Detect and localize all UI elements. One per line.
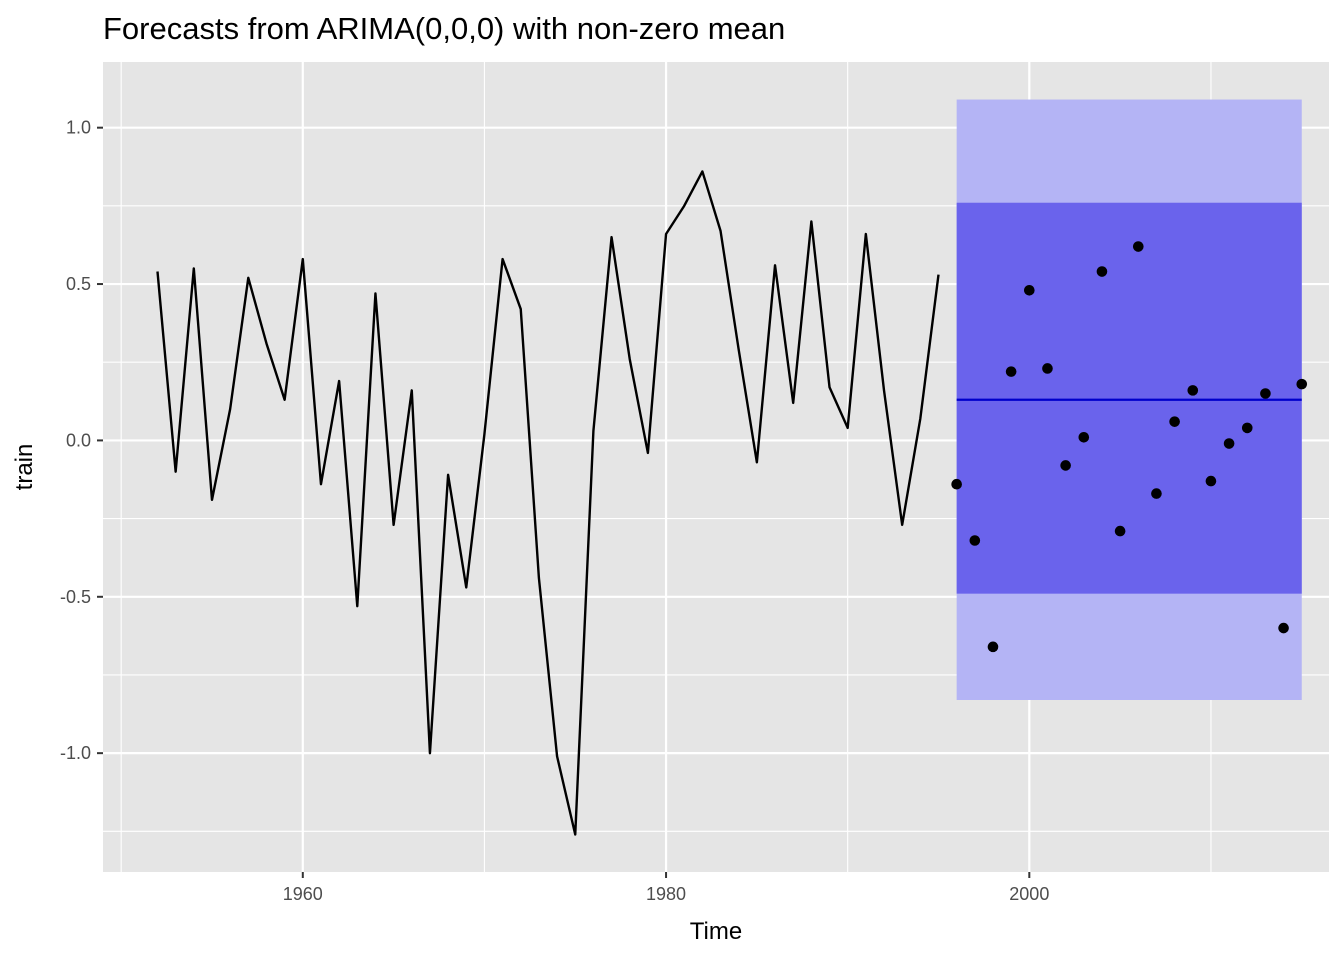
test-point [1296,378,1308,390]
x-axis-title: Time [690,918,742,945]
test-point [1024,285,1035,296]
test-point [1205,475,1217,487]
test-point [1278,622,1289,634]
y-tick-label: 0.5 [66,274,91,294]
test-point [1169,416,1180,427]
test-point [1078,431,1090,443]
test-points [951,241,1308,653]
y-tick-label: -0.5 [60,587,91,607]
x-tick-label: 2000 [1009,884,1049,904]
y-axis-title: train [11,444,38,491]
test-point [1114,525,1126,537]
x-axis: 1960 1980 2000 [283,872,1049,904]
y-axis: -1.0 -0.5 0.0 0.5 1.0 [60,118,103,763]
test-point [987,641,999,653]
test-point [969,535,981,546]
test-point [1187,385,1199,396]
test-point [1132,241,1144,252]
test-point [1096,266,1108,277]
test-point [1223,438,1235,449]
y-tick-label: -1.0 [60,743,91,763]
series-layer [156,170,1302,836]
y-tick-label: 1.0 [66,118,91,138]
chart-title: Forecasts from ARIMA(0,0,0) with non-zer… [103,11,785,46]
test-point [1042,363,1053,374]
test-point [1260,388,1271,399]
test-point [1005,366,1017,377]
y-tick-label: 0.0 [66,430,91,450]
interval-80-band [956,202,1302,594]
x-tick-label: 1980 [646,884,686,904]
test-point [1241,422,1253,434]
test-point [1060,460,1071,471]
test-point [951,478,962,490]
x-tick-label: 1960 [283,884,323,904]
test-point [1151,488,1162,499]
history-series-line [156,170,940,836]
